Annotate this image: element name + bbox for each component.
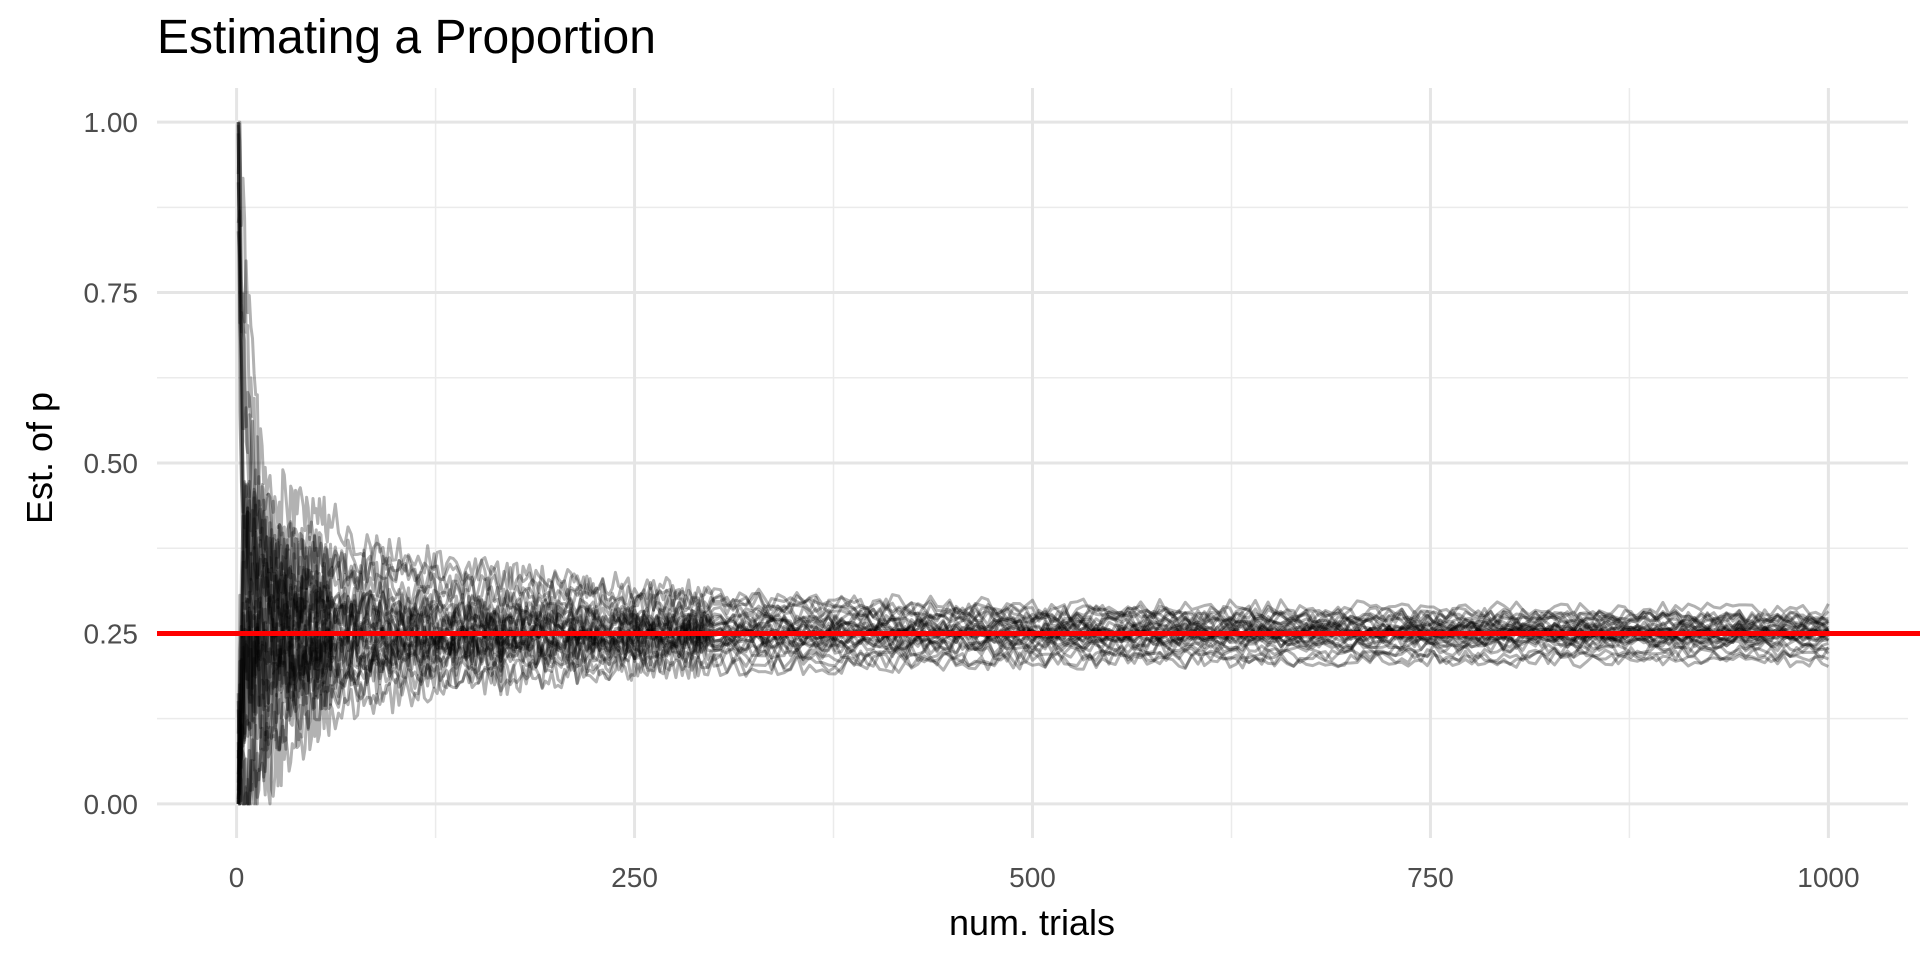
series-line (236, 590, 1830, 800)
x-tick-labels: 0 250 500 750 1000 (229, 862, 1860, 893)
series-line (236, 619, 1829, 804)
series-line (238, 632, 1830, 806)
series-line (236, 122, 1830, 637)
x-tick-label: 0 (229, 862, 245, 893)
series-line (236, 613, 1830, 775)
x-tick-label: 500 (1009, 862, 1056, 893)
y-axis-title: Est. of p (19, 392, 60, 524)
chart-title: Estimating a Proportion (157, 11, 656, 64)
series-line (236, 231, 1830, 618)
series-line (236, 483, 1829, 775)
series-line (236, 610, 1830, 806)
series-line (238, 120, 1830, 628)
series-line (236, 650, 1830, 806)
y-tick-label: 0.25 (84, 618, 139, 649)
y-tick-labels: 0.00 0.25 0.50 0.75 1.00 (84, 107, 139, 820)
series-line (236, 564, 1830, 803)
x-tick-label: 250 (611, 862, 658, 893)
y-tick-label: 0.00 (84, 789, 139, 820)
series-line (236, 209, 1829, 665)
series-line (236, 182, 1830, 631)
y-tick-label: 0.75 (84, 278, 139, 309)
x-tick-label: 1000 (1797, 862, 1859, 893)
series-line (236, 632, 1829, 804)
series-line (236, 506, 1829, 804)
series-line (236, 640, 1830, 806)
series-line (236, 503, 1829, 783)
series-line (236, 125, 1830, 625)
series-line (236, 122, 1830, 624)
series-line (236, 133, 1830, 637)
series-line (236, 596, 1830, 768)
x-tick-label: 750 (1407, 862, 1454, 893)
y-tick-label: 0.50 (84, 448, 139, 479)
x-axis-title: num. trials (949, 902, 1115, 943)
major-gridlines (157, 88, 1908, 838)
series-line (238, 595, 1830, 806)
series-line (236, 480, 1830, 804)
y-tick-label: 1.00 (84, 107, 139, 138)
